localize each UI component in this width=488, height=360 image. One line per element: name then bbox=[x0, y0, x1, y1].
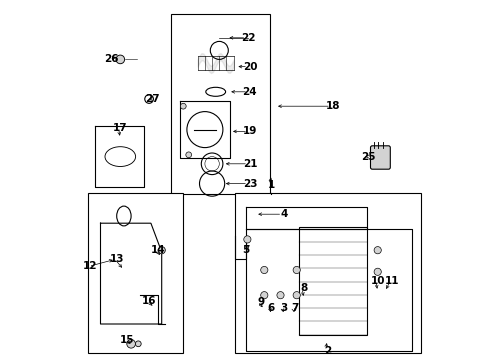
Text: 9: 9 bbox=[257, 297, 264, 307]
Text: 1: 1 bbox=[267, 180, 275, 190]
Text: 5: 5 bbox=[242, 245, 249, 255]
Circle shape bbox=[244, 236, 250, 243]
Text: 15: 15 bbox=[120, 335, 135, 345]
Circle shape bbox=[180, 103, 186, 109]
Text: 20: 20 bbox=[242, 62, 257, 72]
Circle shape bbox=[158, 247, 165, 254]
Text: 21: 21 bbox=[242, 159, 257, 169]
Bar bbox=[88, 193, 183, 353]
Circle shape bbox=[373, 247, 381, 254]
Text: 7: 7 bbox=[291, 303, 298, 313]
Text: 6: 6 bbox=[267, 303, 275, 313]
Text: 13: 13 bbox=[109, 254, 123, 264]
Text: 11: 11 bbox=[384, 276, 399, 286]
Text: 18: 18 bbox=[325, 101, 339, 111]
Text: 3: 3 bbox=[280, 303, 287, 313]
Circle shape bbox=[292, 266, 300, 274]
Text: 12: 12 bbox=[83, 261, 98, 271]
Text: 17: 17 bbox=[113, 123, 127, 133]
Bar bbox=[298, 227, 366, 335]
Circle shape bbox=[185, 152, 191, 158]
Text: 22: 22 bbox=[241, 33, 255, 43]
FancyBboxPatch shape bbox=[370, 146, 389, 169]
Circle shape bbox=[260, 292, 267, 299]
Text: 4: 4 bbox=[280, 209, 287, 219]
Bar bbox=[235, 193, 420, 353]
Text: 14: 14 bbox=[150, 245, 165, 255]
Text: 23: 23 bbox=[242, 179, 257, 189]
Circle shape bbox=[116, 55, 124, 64]
Text: 26: 26 bbox=[104, 54, 118, 64]
Text: 2: 2 bbox=[323, 346, 330, 356]
Text: 25: 25 bbox=[361, 152, 375, 162]
Bar bbox=[170, 14, 269, 194]
Circle shape bbox=[126, 339, 135, 348]
Circle shape bbox=[276, 292, 284, 299]
Text: 10: 10 bbox=[370, 276, 384, 286]
Text: 8: 8 bbox=[300, 283, 307, 293]
Circle shape bbox=[135, 341, 141, 347]
Circle shape bbox=[292, 292, 300, 299]
Circle shape bbox=[373, 268, 381, 275]
Text: 16: 16 bbox=[142, 296, 156, 306]
Text: 27: 27 bbox=[145, 94, 160, 104]
Text: 24: 24 bbox=[242, 87, 257, 97]
Circle shape bbox=[260, 266, 267, 274]
Text: 19: 19 bbox=[242, 126, 257, 136]
